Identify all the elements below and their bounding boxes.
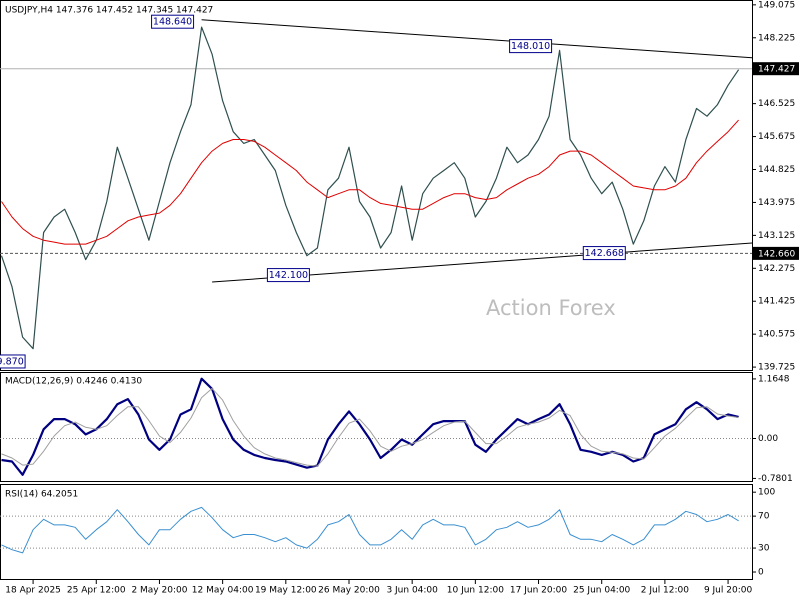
y-tick-label: 145.675 bbox=[758, 132, 795, 142]
series-line bbox=[1, 506, 739, 554]
macd-title: MACD(12,26,9) 0.4246 0.4130 bbox=[5, 377, 142, 387]
main-plot: 148.640 148.010 142.100 142.668 139.870 bbox=[0, 14, 752, 369]
y-tick-label: -0.7801 bbox=[758, 474, 793, 484]
x-tick-label: 26 May 20:00 bbox=[318, 586, 380, 596]
main-panel bbox=[0, 0, 753, 371]
annotation-label: 142.100 bbox=[269, 270, 308, 281]
y-tick-label: 142.275 bbox=[758, 264, 795, 274]
y-tick-label: 139.725 bbox=[758, 363, 795, 373]
x-tick-label: 25 Jun 04:00 bbox=[573, 586, 630, 596]
y-tick-label: 143.125 bbox=[758, 231, 795, 241]
y-tick-label: 0.00 bbox=[758, 434, 778, 444]
series-line bbox=[1, 119, 739, 245]
y-tick-label: 70 bbox=[758, 512, 770, 522]
level-tag-label: 142.660 bbox=[758, 249, 795, 259]
y-tick-label: 1.1648 bbox=[758, 374, 790, 384]
y-tick-label: 30 bbox=[758, 544, 770, 554]
annotation-box bbox=[151, 14, 195, 29]
y-tick-label: 146.525 bbox=[758, 99, 795, 109]
rsi-panel bbox=[0, 484, 753, 580]
watermark: Action Forex bbox=[486, 296, 616, 320]
y-tick-label: 0 bbox=[758, 568, 764, 578]
y-tick-label: 149.075 bbox=[758, 0, 795, 10]
x-tick-label: 17 Jun 20:00 bbox=[510, 586, 567, 596]
y-tick-label: 141.425 bbox=[758, 297, 795, 307]
annotation-label: 148.640 bbox=[153, 17, 192, 28]
annotation-label: 148.010 bbox=[511, 41, 550, 52]
annotation-box bbox=[0, 354, 26, 369]
x-tick-label: 2 Jul 12:00 bbox=[641, 586, 690, 596]
y-tick-label: 148.225 bbox=[758, 33, 795, 43]
price-tag-label: 147.427 bbox=[758, 65, 795, 75]
x-tick-label: 10 Jun 12:00 bbox=[447, 586, 504, 596]
annotation-label: 142.668 bbox=[585, 248, 624, 259]
x-tick-label: 19 May 12:00 bbox=[255, 586, 317, 596]
annotation-box bbox=[509, 39, 553, 54]
x-tick-label: 18 Apr 2025 bbox=[5, 586, 61, 596]
y-tick-label: 140.575 bbox=[758, 330, 795, 340]
annotation-box bbox=[582, 246, 626, 261]
x-tick-label: 25 Apr 12:00 bbox=[67, 586, 126, 596]
macd-panel bbox=[0, 372, 753, 482]
trendline bbox=[201, 19, 752, 59]
x-tick-label: 2 May 20:00 bbox=[131, 586, 187, 596]
x-tick-label: 3 Jun 04:00 bbox=[386, 586, 438, 596]
series-line bbox=[0, 26, 740, 350]
y-tick-label: 100 bbox=[758, 488, 775, 498]
level-tag bbox=[753, 246, 799, 260]
rsi-title: RSI(14) 64.2051 bbox=[5, 490, 78, 500]
y-tick-label: 143.975 bbox=[758, 198, 795, 208]
x-tick-label: 12 May 04:00 bbox=[192, 586, 254, 596]
price-tag bbox=[753, 62, 799, 76]
annotation-box bbox=[266, 268, 310, 283]
x-tick-label: 9 Jul 20:00 bbox=[704, 586, 753, 596]
series-line bbox=[1, 387, 739, 467]
y-tick-label: 144.825 bbox=[758, 165, 795, 175]
annotation-label: 139.870 bbox=[0, 356, 24, 367]
chart-title: USDJPY,H4 147.376 147.452 147.345 147.42… bbox=[5, 6, 213, 16]
